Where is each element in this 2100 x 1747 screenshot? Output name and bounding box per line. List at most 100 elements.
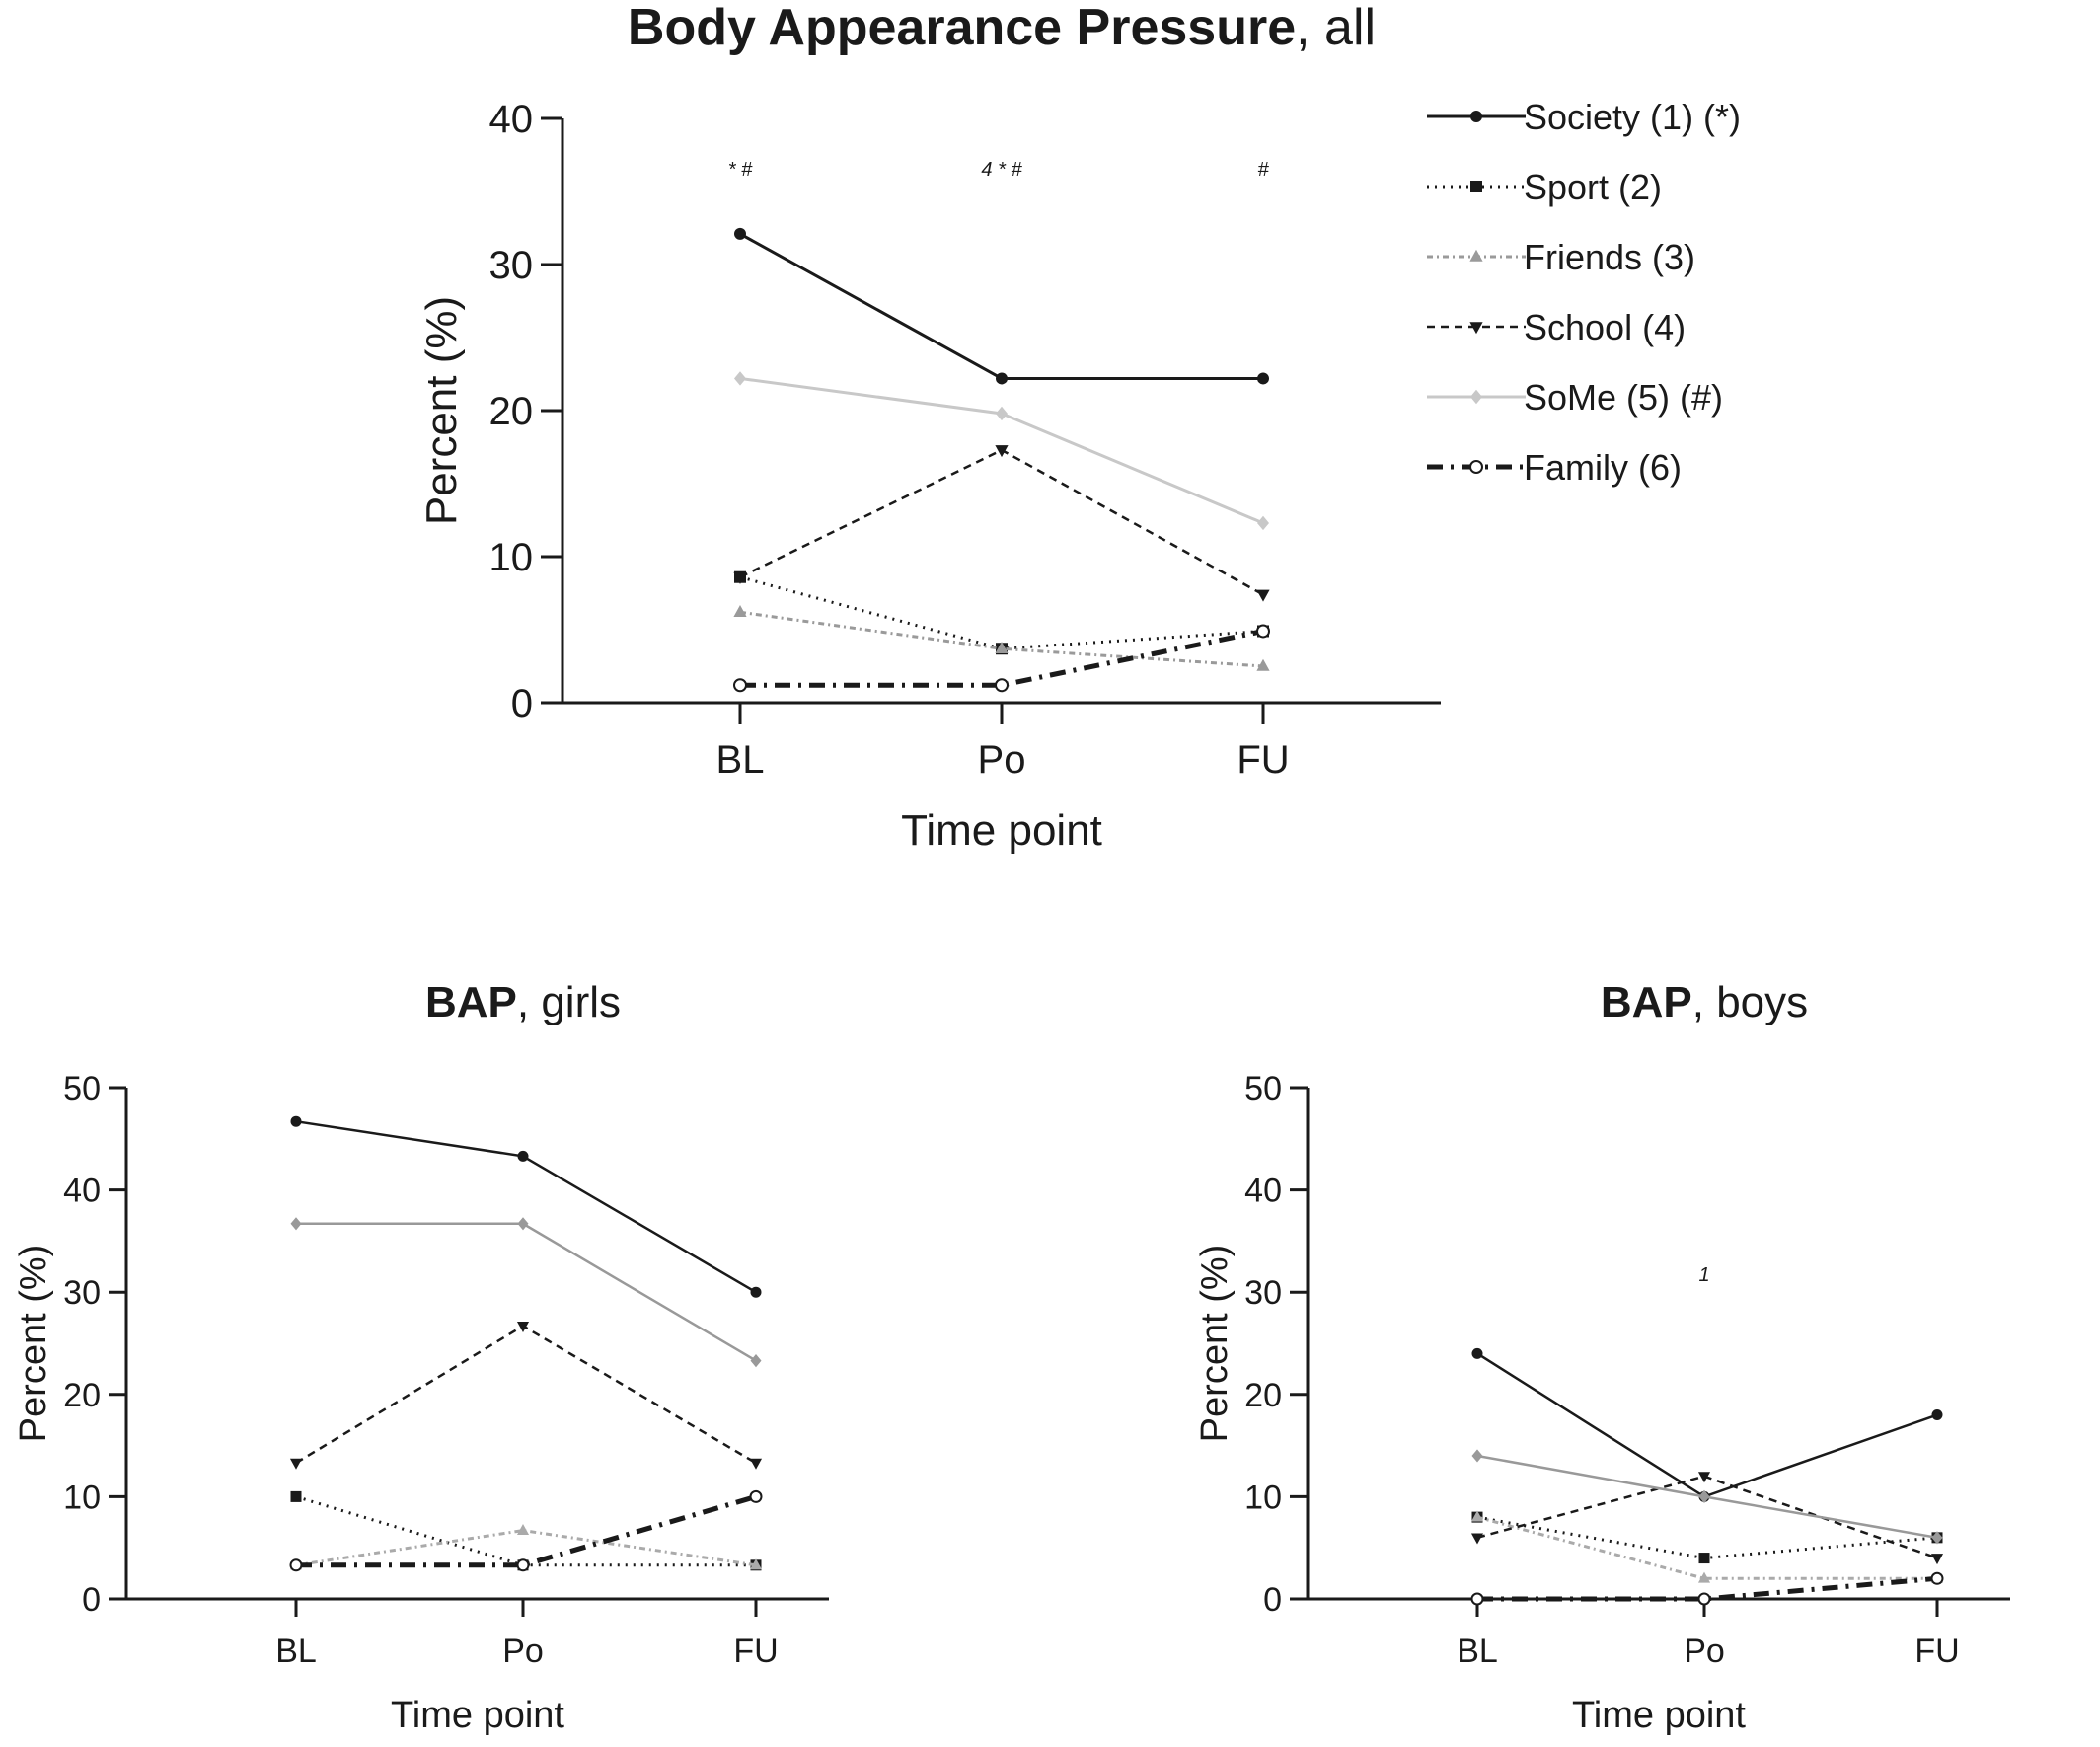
legend-label: SoMe (5) (#) [1524, 377, 1723, 418]
series-line [1476, 1515, 1938, 1560]
x-tick-label: FU [1914, 1633, 1959, 1670]
series-4 [1470, 1472, 1944, 1565]
significance-annotation: # [1257, 159, 1269, 181]
series-line [1477, 1575, 1938, 1602]
x-axis-label: Time point [901, 806, 1102, 855]
series-1 [1471, 1347, 1943, 1502]
legend-entry: School (4) [1427, 307, 1686, 347]
series-line [295, 1324, 757, 1465]
data-point [1931, 1409, 1943, 1421]
data-point [1931, 1531, 1943, 1545]
data-point [1256, 658, 1270, 671]
x-axis-label: Time point [1572, 1695, 1746, 1736]
legend-entry: Friends (3) [1427, 237, 1695, 277]
significance-annotation: 1 [1698, 1264, 1709, 1286]
series-2 [1471, 1511, 1943, 1564]
data-point [516, 1558, 530, 1572]
y-axis-label: Percent (%) [1194, 1245, 1236, 1443]
legend-marker [1470, 111, 1482, 122]
data-point [1697, 1592, 1711, 1606]
chart-title-rest: , all [1296, 0, 1376, 56]
data-point [995, 642, 1009, 654]
series-5 [734, 371, 1269, 531]
series-3 [733, 605, 1270, 671]
chart-title-bold: Body Appearance Pressure [628, 0, 1296, 56]
significance-annotation: * # [728, 159, 753, 181]
series-1 [290, 1115, 762, 1298]
y-tick-label: 40 [489, 98, 534, 141]
data-point [996, 406, 1008, 421]
series-6 [733, 624, 1270, 693]
data-point [1470, 1510, 1484, 1522]
y-axis-label: Percent (%) [417, 296, 466, 525]
x-tick-label: FU [1237, 738, 1289, 782]
data-point [289, 1458, 303, 1470]
data-point [749, 1458, 763, 1470]
y-tick-label: 10 [489, 536, 534, 579]
x-axis-label: Time point [391, 1695, 564, 1736]
legend-marker [1469, 460, 1483, 474]
x-tick-label: BL [716, 738, 765, 782]
chart-all: Body Appearance Pressure, all 0 10 20 30 40 BL… [417, 0, 1741, 855]
legend-entry: Family (6) [1427, 447, 1682, 488]
y-tick-label: 30 [489, 244, 534, 287]
chart-title: Body Appearance Pressure, all [628, 0, 1376, 56]
series-line [740, 629, 1264, 688]
significance-annotation: 4 * # [981, 159, 1022, 181]
x-tick-label: BL [275, 1633, 317, 1670]
y-tick-label: 20 [1244, 1377, 1282, 1414]
series-line [739, 575, 1264, 650]
y-tick-label: 30 [63, 1274, 101, 1312]
series-line [739, 232, 1263, 380]
data-point [517, 1150, 529, 1162]
legend-marker [1470, 389, 1482, 405]
y-tick-label: 50 [63, 1070, 101, 1107]
series-line [296, 1494, 757, 1568]
chart-title-bold: BAP [1601, 978, 1692, 1026]
data-point [733, 605, 747, 618]
legend-label: Sport (2) [1524, 167, 1662, 207]
series-5 [1471, 1449, 1943, 1545]
y-tick-label: 10 [1244, 1479, 1282, 1516]
data-point [750, 1286, 762, 1298]
x-tick-label: BL [1457, 1633, 1498, 1670]
legend-label: Society (1) (*) [1524, 97, 1741, 137]
y-tick-label: 0 [82, 1581, 101, 1619]
data-point [516, 1321, 530, 1332]
data-point [1257, 515, 1269, 531]
data-point [1256, 589, 1270, 602]
y-tick-label: 40 [63, 1173, 101, 1210]
chart-title-rest: , girls [517, 978, 621, 1026]
x-tick-label: FU [733, 1633, 778, 1670]
data-point [517, 1217, 529, 1231]
data-point [1257, 372, 1269, 385]
chart-title-bold: BAP [425, 978, 517, 1026]
x-tick-label: Po [1684, 1633, 1725, 1670]
legend-marker [1469, 249, 1483, 262]
chart-title: BAP, girls [425, 978, 621, 1026]
y-axis-label: Percent (%) [13, 1245, 54, 1443]
chart-girls: BAP, girls 0 10 20 30 40 50 BL Po FU Time point Per… [13, 978, 829, 1736]
data-point [1930, 1554, 1944, 1565]
data-point [1471, 1347, 1483, 1359]
legend: Society (1) (*) Sport (2) Friends (3) Schoo… [1427, 97, 1741, 488]
data-point [995, 445, 1009, 458]
data-point [1697, 1571, 1711, 1583]
y-tick-label: 0 [1263, 1581, 1282, 1619]
legend-label: Friends (3) [1524, 237, 1695, 277]
series-4 [733, 445, 1270, 602]
data-point [995, 678, 1009, 693]
chart-boys: BAP, boys 0 10 20 30 40 50 BL Po FU Time point Perc… [1194, 978, 2010, 1736]
legend-marker [1469, 322, 1483, 335]
series-line [295, 1119, 757, 1294]
data-point [290, 1217, 302, 1231]
y-tick-label: 20 [489, 390, 534, 433]
series-line [296, 1222, 757, 1362]
legend-label: School (4) [1524, 307, 1686, 347]
series-line [1476, 1475, 1938, 1559]
data-point [734, 227, 746, 240]
data-point [996, 372, 1008, 385]
data-point [1698, 1553, 1710, 1564]
data-point [1256, 624, 1270, 639]
series-6 [1470, 1571, 1944, 1606]
